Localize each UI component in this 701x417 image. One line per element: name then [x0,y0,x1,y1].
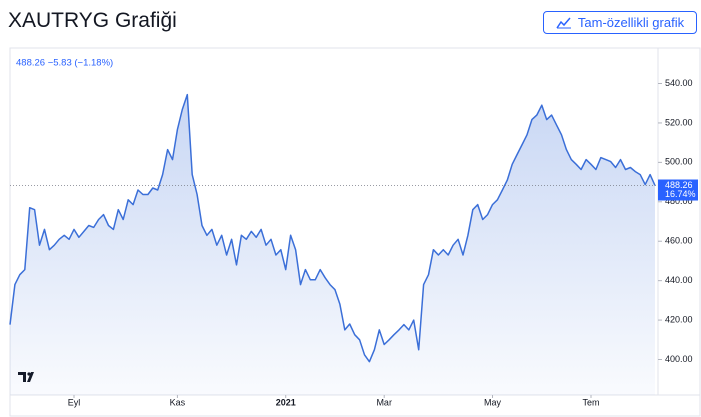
last-price-label: 488.26 [665,180,693,190]
y-tick-label: 480.00 [665,196,693,206]
change-label: 16.74% [665,189,696,199]
y-tick-label: 420.00 [665,314,693,324]
last-price-badge [658,179,698,201]
y-tick-label: 460.00 [665,236,693,246]
y-tick-label: 440.00 [665,275,693,285]
x-tick-label: 2021 [276,397,296,407]
button-icon [556,17,571,28]
price-line [9,93,656,363]
y-tick-label: 400.00 [665,354,693,364]
x-tick-label: Tem [582,397,599,407]
chart-title: XAUTRYG Grafiği [8,9,177,32]
area [10,94,655,395]
button-label: Tam-özellikli grafik [577,15,685,30]
y-tick-label: 520.00 [665,117,693,127]
y-tick-label: 500.00 [665,157,693,167]
x-tick-label: Mar [376,397,392,407]
y-tick-label: 540.00 [665,78,693,88]
x-tick-label: May [484,397,502,407]
x-tick-label: Eyl [68,397,81,407]
full-chart-button[interactable]: Tam-özellikli grafik [543,11,697,34]
chart-frame [9,47,701,417]
legend-text: 488.26 −5.83 (−1.18%) [16,58,113,69]
x-tick-label: Kas [170,397,186,407]
